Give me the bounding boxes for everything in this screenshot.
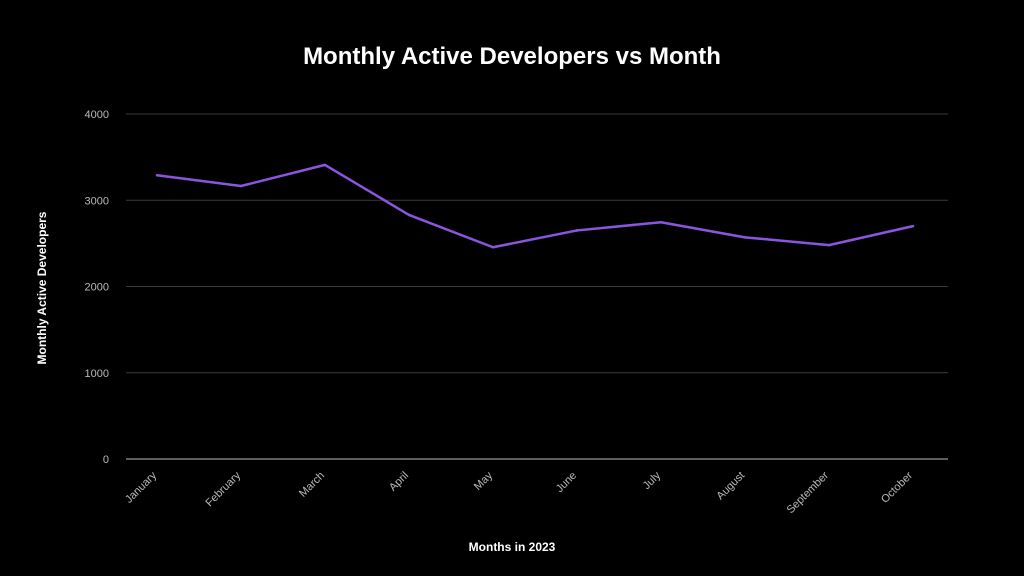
y-tick-label: 2000 bbox=[85, 282, 109, 294]
y-tick-label: 3000 bbox=[85, 195, 109, 207]
data-point bbox=[575, 229, 579, 232]
data-point bbox=[659, 220, 663, 224]
x-tick-label: September bbox=[785, 469, 832, 516]
x-tick-label: October bbox=[879, 469, 915, 505]
data-point bbox=[239, 184, 243, 188]
data-point bbox=[827, 243, 831, 247]
data-point bbox=[323, 163, 327, 167]
y-tick-label: 4000 bbox=[85, 109, 109, 121]
x-tick-label: January bbox=[123, 469, 160, 506]
y-tick-label: 0 bbox=[103, 454, 109, 466]
x-tick-label: April bbox=[387, 470, 411, 494]
x-axis-label: Months in 2023 bbox=[469, 540, 556, 554]
x-tick-label: July bbox=[641, 469, 664, 492]
data-point bbox=[155, 173, 159, 177]
y-axis-label: Monthly Active Developers bbox=[35, 211, 49, 364]
y-tick-label: 1000 bbox=[85, 368, 109, 380]
data-point bbox=[743, 236, 747, 239]
x-tick-label: March bbox=[297, 470, 327, 500]
data-point bbox=[491, 245, 495, 249]
x-tick-label: May bbox=[472, 469, 496, 493]
chart-title: Monthly Active Developers vs Month bbox=[303, 43, 721, 70]
series-line bbox=[156, 163, 914, 249]
x-tick-label: February bbox=[204, 469, 244, 509]
x-tick-label: August bbox=[714, 470, 747, 503]
x-tick-label: June bbox=[554, 470, 579, 495]
data-point bbox=[407, 213, 411, 217]
data-point bbox=[911, 224, 915, 228]
